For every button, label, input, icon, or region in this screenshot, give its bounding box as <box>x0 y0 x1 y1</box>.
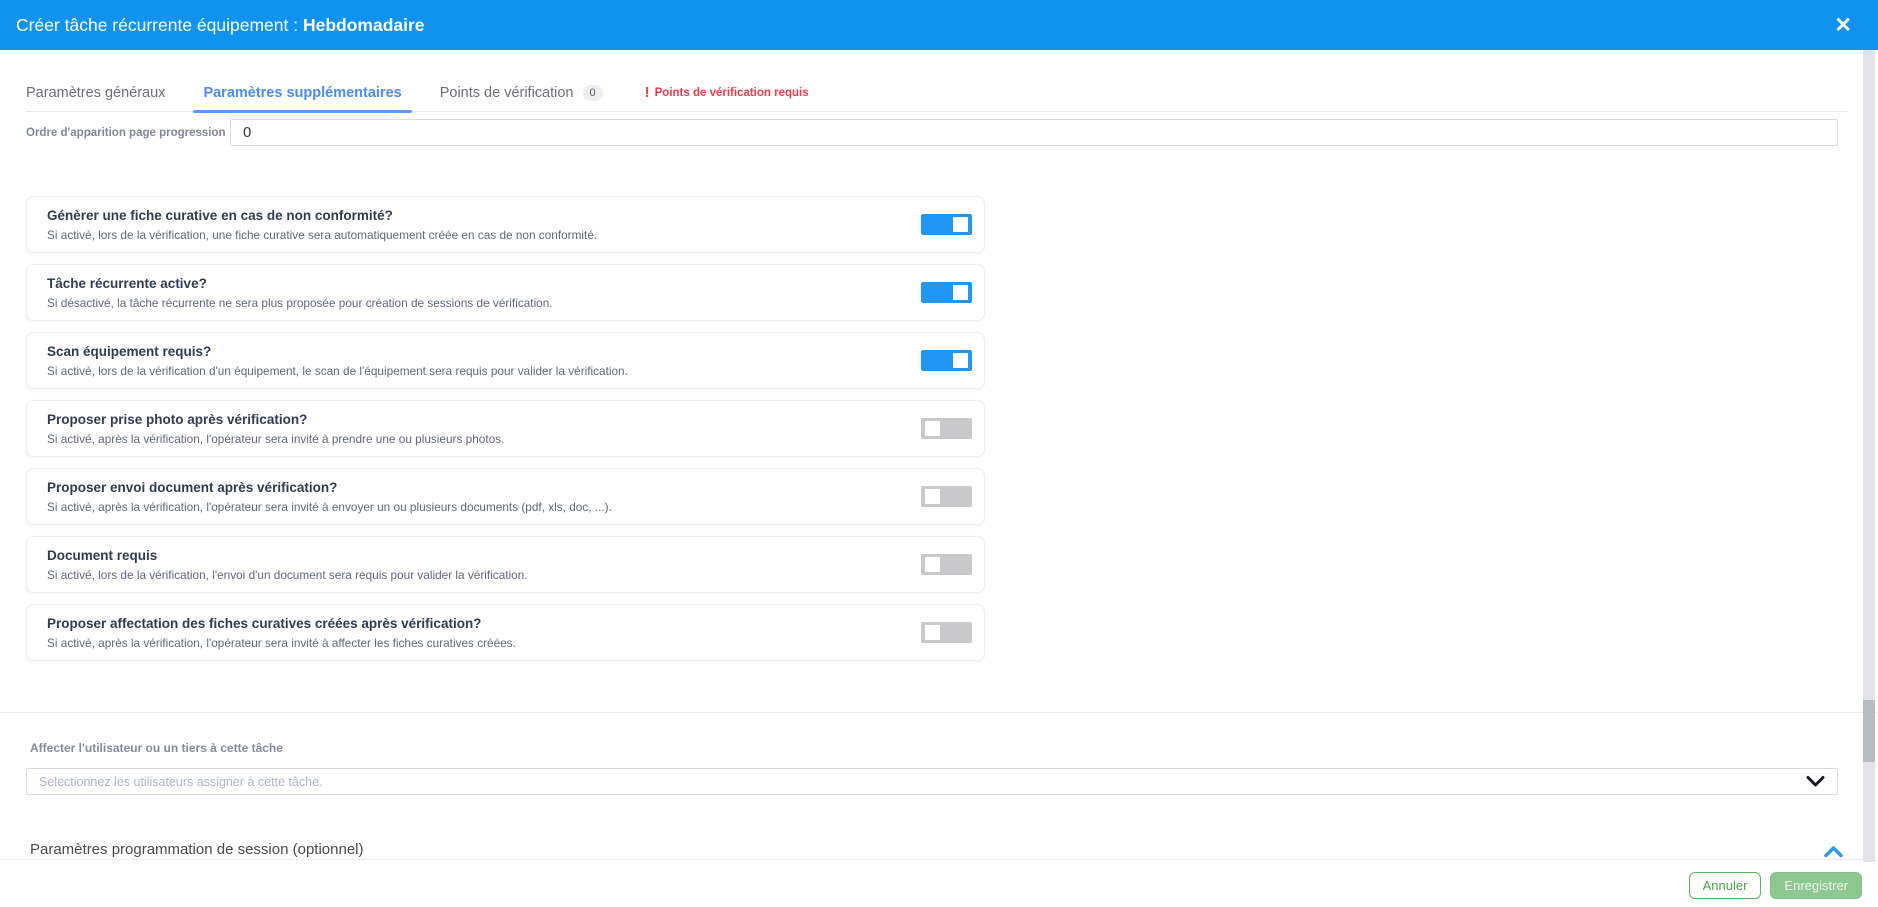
tab-parametres-supplementaires[interactable]: Paramètres supplémentaires <box>193 74 412 113</box>
save-button[interactable]: Enregistrer <box>1770 872 1862 899</box>
card-title: Génèrer une fiche curative en cas de non… <box>47 207 393 223</box>
toggle-switch[interactable] <box>921 350 972 371</box>
toggle-card-envoi-document: Proposer envoi document après vérificati… <box>26 468 985 525</box>
exclamation-icon: ! <box>644 84 650 101</box>
card-description: Si activé, après la vérification, l'opér… <box>47 635 516 650</box>
card-text: Proposer envoi document après vérificati… <box>47 480 612 514</box>
assign-user-label: Affecter l'utilisateur ou un tiers à cet… <box>30 741 283 755</box>
assign-select-placeholder: Selectionnez les utilisateurs assigner à… <box>39 774 323 789</box>
modal-footer: Annuler Enregistrer <box>1688 872 1862 899</box>
card-description: Si activé, lors de la vérification, l'en… <box>47 567 528 582</box>
toggle-card-prise-photo: Proposer prise photo après vérification?… <box>26 400 985 457</box>
toggle-card-affectation-fiches: Proposer affectation des fiches curative… <box>26 604 985 661</box>
toggle-knob <box>953 353 968 368</box>
toggle-card-fiche-curative: Génèrer une fiche curative en cas de non… <box>26 196 985 253</box>
toggle-switch[interactable] <box>921 418 972 439</box>
tab-bar: Paramètres généraux Paramètres supplémen… <box>26 74 1848 113</box>
toggle-card-list: Génèrer une fiche curative en cas de non… <box>26 196 985 672</box>
cancel-button[interactable]: Annuler <box>1688 872 1762 899</box>
tab-label: Paramètres supplémentaires <box>203 84 402 101</box>
toggle-switch[interactable] <box>921 622 972 643</box>
session-divider <box>0 859 1878 860</box>
modal-title-prefix: Créer tâche récurrente équipement : <box>16 14 303 35</box>
toggle-knob <box>925 489 940 504</box>
card-text: Proposer affectation des fiches curative… <box>47 616 516 650</box>
card-description: Si activé, après la vérification, l'opér… <box>47 499 612 514</box>
points-required-warning: ! Points de vérification requis <box>645 84 809 101</box>
tab-label: Paramètres généraux <box>26 84 166 101</box>
scrollbar-track <box>1863 50 1875 862</box>
order-field-label: Ordre d'apparition page progression <box>26 126 226 139</box>
card-description: Si activé, lors de la vérification d'un … <box>47 363 628 378</box>
chevron-up-icon[interactable] <box>1824 845 1843 863</box>
order-input[interactable] <box>230 119 1838 146</box>
card-title: Proposer envoi document après vérificati… <box>47 479 338 495</box>
session-section-title: Paramètres programmation de session (opt… <box>30 841 364 858</box>
assign-user-select[interactable]: Selectionnez les utilisateurs assigner à… <box>26 768 1838 795</box>
toggle-card-document-requis: Document requis Si activé, lors de la vé… <box>26 536 985 593</box>
card-title: Scan équipement requis? <box>47 343 212 359</box>
card-title: Document requis <box>47 547 158 563</box>
card-description: Si activé, après la vérification, l'opér… <box>47 431 505 446</box>
toggle-switch[interactable] <box>921 554 972 575</box>
card-text: Génèrer une fiche curative en cas de non… <box>47 208 597 242</box>
toggle-knob <box>953 217 968 232</box>
points-count-badge: 0 <box>582 84 603 101</box>
close-icon[interactable]: ✕ <box>1834 13 1852 37</box>
card-title: Tâche récurrente active? <box>47 275 207 291</box>
chevron-down-icon <box>1806 775 1825 788</box>
modal-title-name: Hebdomadaire <box>302 14 425 35</box>
toggle-switch[interactable] <box>921 486 972 507</box>
toggle-switch[interactable] <box>921 214 972 235</box>
card-description: Si activé, lors de la vérification, une … <box>47 227 598 242</box>
section-divider <box>0 712 1878 713</box>
toggle-knob <box>925 557 940 572</box>
card-text: Document requis Si activé, lors de la vé… <box>47 548 528 582</box>
card-text: Tâche récurrente active? Si désactivé, l… <box>47 276 553 310</box>
card-title: Proposer affectation des fiches curative… <box>47 615 482 631</box>
toggle-switch[interactable] <box>921 282 972 303</box>
tab-label: Points de vérification <box>439 84 574 101</box>
card-title: Proposer prise photo après vérification? <box>47 411 308 427</box>
toggle-knob <box>925 625 940 640</box>
warning-text: Points de vérification requis <box>654 86 809 99</box>
tab-parametres-generaux[interactable]: Paramètres généraux <box>26 74 165 111</box>
card-description: Si désactivé, la tâche récurrente ne ser… <box>47 295 553 310</box>
toggle-card-scan-equipement: Scan équipement requis? Si activé, lors … <box>26 332 985 389</box>
toggle-knob <box>925 421 940 436</box>
tab-points-de-verification[interactable]: Points de vérification 0 <box>440 74 603 111</box>
order-field-row: Ordre d'apparition page progression <box>26 119 1838 146</box>
modal-title: Créer tâche récurrente équipement : Hebd… <box>16 15 425 36</box>
modal-header: Créer tâche récurrente équipement : Hebd… <box>0 0 1878 50</box>
card-text: Scan équipement requis? Si activé, lors … <box>47 344 628 378</box>
scrollbar-thumb[interactable] <box>1863 700 1875 762</box>
card-text: Proposer prise photo après vérification?… <box>47 412 504 446</box>
toggle-card-tache-active: Tâche récurrente active? Si désactivé, l… <box>26 264 985 321</box>
toggle-knob <box>953 285 968 300</box>
